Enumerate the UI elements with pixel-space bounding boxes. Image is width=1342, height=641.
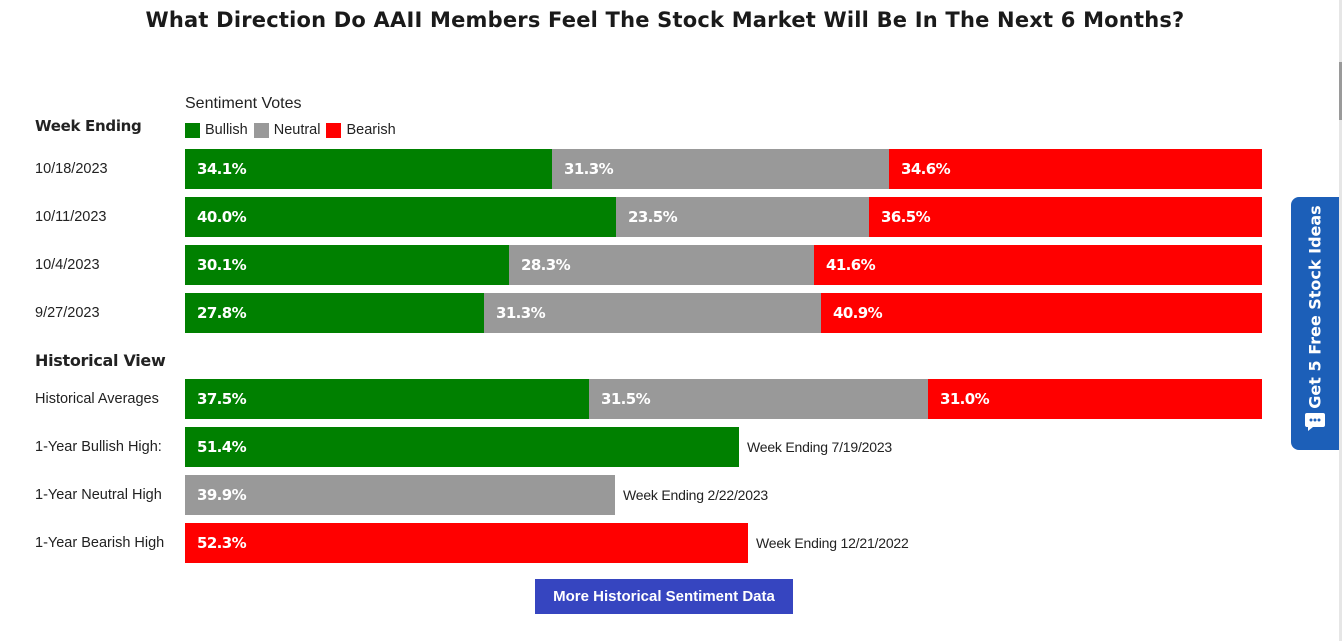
historical-averages-label: Historical Averages [35, 391, 159, 407]
more-historical-data-button[interactable]: More Historical Sentiment Data [535, 579, 793, 614]
week-row-1-bearish-segment: 34.6% [889, 149, 1262, 189]
week-row-4-bearish-segment: 40.9% [821, 293, 1262, 333]
historical-view-header: Historical View [35, 351, 166, 370]
page-scrollbar[interactable] [1339, 0, 1342, 641]
one-year-bearish-high-bar: 52.3% [185, 523, 748, 563]
week-row-4-bullish-segment: 27.8% [185, 293, 484, 333]
week-row-3-neutral-segment: 28.3% [509, 245, 814, 285]
chat-bubble-icon [1305, 413, 1325, 431]
one-year-neutral-high-note: Week Ending 2/22/2023 [623, 487, 768, 503]
legend-title: Sentiment Votes [185, 95, 302, 112]
legend: Bullish Neutral Bearish [185, 122, 402, 138]
legend-item-bullish: Bullish [185, 122, 248, 138]
week-row-2-bullish-segment: 40.0% [185, 197, 616, 237]
week-row-2-bar: 40.0% 23.5% 36.5% [185, 197, 1262, 237]
week-row-3-bearish-segment: 41.6% [814, 245, 1262, 285]
free-stock-ideas-tab[interactable]: Get 5 Free Stock Ideas [1291, 197, 1339, 450]
legend-label-bearish: Bearish [346, 122, 396, 138]
one-year-neutral-high-label: 1-Year Neutral High [35, 487, 162, 503]
week-row-2-neutral-segment: 23.5% [616, 197, 869, 237]
one-year-bullish-high-label: 1-Year Bullish High: [35, 439, 162, 455]
page-title: What Direction Do AAII Members Feel The … [145, 8, 1185, 32]
week-row-2-bearish-segment: 36.5% [869, 197, 1262, 237]
historical-averages-neutral-segment: 31.5% [589, 379, 928, 419]
scrollbar-thumb[interactable] [1339, 62, 1342, 120]
one-year-bullish-high-bar: 51.4% [185, 427, 739, 467]
week-row-4-label: 9/27/2023 [35, 305, 100, 321]
legend-item-bearish: Bearish [326, 122, 396, 138]
historical-averages-bullish-segment: 37.5% [185, 379, 589, 419]
legend-swatch-bearish [326, 122, 342, 138]
free-stock-ideas-label: Get 5 Free Stock Ideas [1305, 205, 1325, 409]
week-row-3-bar: 30.1% 28.3% 41.6% [185, 245, 1262, 285]
week-row-4-neutral-segment: 31.3% [484, 293, 821, 333]
historical-averages-bar: 37.5% 31.5% 31.0% [185, 379, 1262, 419]
legend-label-neutral: Neutral [273, 122, 321, 138]
week-ending-header: Week Ending [35, 117, 142, 135]
week-row-2-label: 10/11/2023 [35, 209, 107, 225]
week-row-3-label: 10/4/2023 [35, 257, 100, 273]
historical-averages-bearish-segment: 31.0% [928, 379, 1262, 419]
one-year-bearish-high-label: 1-Year Bearish High [35, 535, 165, 551]
week-row-1-bullish-segment: 34.1% [185, 149, 552, 189]
one-year-bullish-high-note: Week Ending 7/19/2023 [747, 439, 892, 455]
one-year-bearish-high-note: Week Ending 12/21/2022 [756, 535, 909, 551]
week-row-1-bar: 34.1% 31.3% 34.6% [185, 149, 1262, 189]
legend-item-neutral: Neutral [253, 122, 321, 138]
week-row-1-label: 10/18/2023 [35, 161, 108, 177]
week-row-1-neutral-segment: 31.3% [552, 149, 889, 189]
legend-swatch-bullish [185, 122, 200, 138]
one-year-neutral-high-bar: 39.9% [185, 475, 615, 515]
legend-swatch-neutral [253, 122, 269, 138]
legend-label-bullish: Bullish [205, 122, 248, 138]
week-row-3-bullish-segment: 30.1% [185, 245, 509, 285]
week-row-4-bar: 27.8% 31.3% 40.9% [185, 293, 1262, 333]
